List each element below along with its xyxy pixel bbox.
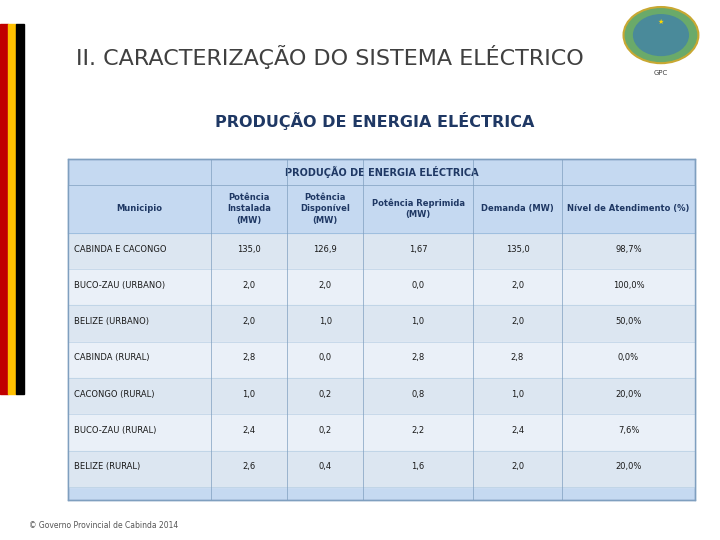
Text: 2,8: 2,8	[511, 354, 524, 362]
Text: 0,2: 0,2	[319, 390, 332, 399]
Text: CABINDA (RURAL): CABINDA (RURAL)	[74, 354, 150, 362]
Text: 2,0: 2,0	[319, 281, 332, 290]
Text: Nível de Atendimento (%): Nível de Atendimento (%)	[567, 205, 690, 213]
Text: 20,0%: 20,0%	[616, 462, 642, 471]
Bar	[68, 233, 695, 269]
Text: BELIZE (RURAL): BELIZE (RURAL)	[74, 462, 140, 471]
Text: 0,0%: 0,0%	[618, 354, 639, 362]
Bar	[68, 378, 695, 414]
Circle shape	[624, 7, 698, 63]
Text: 0,0: 0,0	[319, 354, 332, 362]
Bar	[68, 269, 695, 305]
Text: 2,0: 2,0	[243, 317, 256, 326]
Text: Potência Reprimida
(MW): Potência Reprimida (MW)	[372, 199, 464, 219]
Text: 2,0: 2,0	[511, 462, 524, 471]
Bar	[68, 450, 695, 487]
Bar	[68, 305, 695, 342]
Text: Demanda (MW): Demanda (MW)	[481, 205, 554, 213]
Text: 135,0: 135,0	[505, 245, 529, 254]
Text: BUCO-ZAU (RURAL): BUCO-ZAU (RURAL)	[74, 426, 156, 435]
Bar	[68, 185, 695, 233]
Text: 1,0: 1,0	[412, 317, 425, 326]
Text: PRODUÇÃO DE ENERGIA ELÉCTRICA: PRODUÇÃO DE ENERGIA ELÉCTRICA	[285, 166, 478, 178]
Text: 2,2: 2,2	[412, 426, 425, 435]
Text: CACONGO (RURAL): CACONGO (RURAL)	[74, 390, 155, 399]
Text: ★: ★	[658, 19, 664, 25]
Text: 100,0%: 100,0%	[613, 281, 644, 290]
Text: 1,67: 1,67	[409, 245, 428, 254]
Text: 2,8: 2,8	[411, 354, 425, 362]
Text: 7,6%: 7,6%	[618, 426, 639, 435]
Text: 1,6: 1,6	[411, 462, 425, 471]
Text: 2,0: 2,0	[243, 281, 256, 290]
Text: 2,0: 2,0	[511, 281, 524, 290]
Text: 2,8: 2,8	[243, 354, 256, 362]
Text: © Governo Provincial de Cabinda 2014: © Governo Provincial de Cabinda 2014	[29, 521, 178, 530]
Text: 126,9: 126,9	[313, 245, 337, 254]
Text: 1,0: 1,0	[319, 317, 332, 326]
Text: II. CARACTERIZAÇÃO DO SISTEMA ELÉCTRICO: II. CARACTERIZAÇÃO DO SISTEMA ELÉCTRICO	[76, 45, 583, 69]
Text: Potência
Disponível
(MW): Potência Disponível (MW)	[300, 193, 350, 225]
Text: 2,6: 2,6	[243, 462, 256, 471]
Text: 98,7%: 98,7%	[615, 245, 642, 254]
Bar	[0, 24, 8, 394]
Text: 1,0: 1,0	[243, 390, 256, 399]
Text: 2,0: 2,0	[511, 317, 524, 326]
Text: Municipio: Municipio	[117, 205, 163, 213]
Text: 135,0: 135,0	[237, 245, 261, 254]
Text: 50,0%: 50,0%	[616, 317, 642, 326]
Bar	[16, 24, 24, 394]
Bar	[8, 24, 16, 394]
Text: BUCO-ZAU (URBANO): BUCO-ZAU (URBANO)	[74, 281, 166, 290]
Text: 20,0%: 20,0%	[616, 390, 642, 399]
Text: 0,4: 0,4	[319, 462, 332, 471]
Bar	[68, 342, 695, 378]
Bar	[68, 414, 695, 450]
Text: CABINDA E CACONGO: CABINDA E CACONGO	[74, 245, 166, 254]
Text: 0,0: 0,0	[412, 281, 425, 290]
Text: 2,4: 2,4	[243, 426, 256, 435]
Text: 0,8: 0,8	[411, 390, 425, 399]
Bar	[68, 159, 695, 500]
Text: Potência
Instalada
(MW): Potência Instalada (MW)	[227, 193, 271, 225]
Text: 2,4: 2,4	[511, 426, 524, 435]
Text: 1,0: 1,0	[511, 390, 524, 399]
Text: GPC: GPC	[654, 70, 668, 76]
Text: BELIZE (URBANO): BELIZE (URBANO)	[74, 317, 149, 326]
Circle shape	[633, 14, 689, 56]
Text: PRODUÇÃO DE ENERGIA ELÉCTRICA: PRODUÇÃO DE ENERGIA ELÉCTRICA	[215, 112, 534, 131]
Text: 0,2: 0,2	[319, 426, 332, 435]
